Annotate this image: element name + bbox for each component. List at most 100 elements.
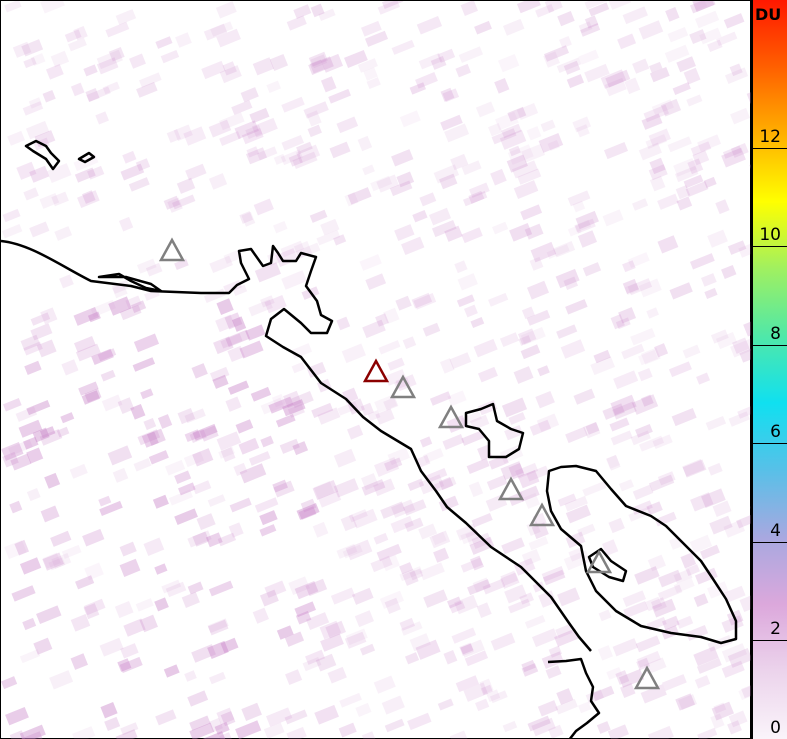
so2-pixel: [405, 652, 420, 665]
so2-pixel: [418, 523, 438, 540]
so2-pixel: [143, 537, 165, 556]
so2-pixel: [415, 639, 441, 660]
so2-pixel: [429, 391, 452, 406]
so2-pixel: [682, 459, 707, 478]
so2-pixel: [711, 701, 735, 721]
so2-pixel: [547, 139, 560, 151]
so2-pixel: [736, 513, 758, 529]
so2-pixel: [146, 428, 166, 446]
so2-pixel: [728, 710, 748, 728]
so2-pixel: [455, 675, 480, 693]
so2-pixel: [318, 8, 336, 21]
so2-pixel: [482, 578, 506, 595]
so2-pixel: [254, 262, 281, 283]
so2-pixel: [632, 484, 654, 500]
so2-pixel: [665, 7, 680, 22]
so2-pixel: [184, 408, 206, 424]
so2-pixel: [409, 633, 431, 652]
so2-pixel: [635, 423, 653, 438]
so2-pixel: [359, 643, 376, 656]
so2-pixel: [266, 707, 293, 727]
so2-pixel: [319, 620, 342, 640]
so2-pixel: [42, 552, 64, 571]
so2-pixel: [472, 577, 491, 593]
so2-pixel: [136, 258, 157, 274]
so2-pixel: [596, 721, 611, 734]
so2-pixel: [165, 581, 187, 598]
so2-pixel: [192, 448, 214, 467]
so2-pixel: [370, 175, 393, 192]
so2-pixel: [228, 522, 244, 538]
so2-pixel: [495, 111, 519, 131]
so2-pixel: [389, 180, 413, 197]
so2-pixel: [422, 322, 441, 337]
so2-pixel: [375, 313, 389, 327]
so2-pixel: [657, 193, 679, 210]
so2-pixel: [678, 694, 697, 710]
so2-pixel: [215, 314, 235, 333]
so2-pixel: [707, 229, 728, 248]
so2-pixel: [672, 82, 691, 95]
so2-pixel: [85, 88, 100, 103]
so2-pixel: [461, 227, 483, 244]
coastline-islet-1: [24, 139, 61, 171]
so2-pixel: [384, 597, 401, 614]
so2-pixel: [73, 335, 96, 353]
so2-pixel: [167, 197, 183, 213]
so2-pixel: [119, 558, 141, 577]
so2-pixel: [517, 328, 537, 345]
so2-pixel: [730, 143, 749, 158]
so2-pixel: [70, 82, 85, 97]
so2-pixel: [340, 514, 358, 532]
so2-pixel: [456, 294, 475, 308]
so2-pixel: [446, 415, 468, 433]
so2-pixel: [100, 369, 116, 382]
so2-pixel: [373, 532, 389, 545]
so2-pixel: [86, 86, 111, 102]
so2-pixel: [613, 370, 639, 390]
so2-pixel: [28, 97, 42, 109]
so2-pixel: [737, 406, 754, 419]
so2-pixel: [565, 426, 588, 444]
so2-pixel: [640, 347, 661, 365]
so2-pixel: [407, 712, 432, 731]
so2-pixel: [359, 254, 382, 271]
so2-pixel: [309, 209, 328, 223]
so2-pixel: [215, 1, 237, 19]
so2-pixel: [241, 702, 262, 721]
so2-pixel: [669, 282, 693, 300]
so2-pixel: [177, 407, 196, 425]
so2-pixel: [535, 390, 555, 409]
so2-pixel: [19, 557, 42, 575]
so2-pixel: [83, 603, 100, 620]
so2-pixel: [273, 480, 295, 498]
so2-pixel: [578, 701, 592, 714]
so2-pixel: [619, 479, 634, 492]
so2-pixel: [48, 557, 66, 571]
so2-pixel: [700, 544, 720, 560]
so2-pixel: [556, 324, 578, 339]
so2-pixel: [438, 477, 454, 491]
so2-pixel: [305, 578, 328, 597]
so2-pixel: [91, 348, 114, 365]
so2-pixel: [474, 20, 492, 35]
colorbar-tick: [753, 541, 787, 543]
so2-pixel: [23, 436, 39, 450]
so2-pixel: [499, 129, 527, 150]
so2-pixel: [692, 150, 710, 166]
so2-pixel: [460, 557, 483, 573]
so2-pixel: [508, 463, 525, 480]
so2-pixel: [203, 288, 226, 303]
so2-pixel: [107, 445, 133, 466]
so2-pixel: [459, 642, 474, 657]
so2-pixel: [415, 72, 438, 89]
so2-pixel: [391, 499, 416, 518]
so2-pixel: [682, 344, 701, 359]
so2-pixel: [422, 448, 444, 464]
so2-pixel: [563, 276, 579, 291]
coastline-lake: [587, 547, 628, 583]
so2-pixel: [618, 307, 637, 324]
so2-pixel: [399, 566, 423, 582]
so2-pixel: [667, 27, 689, 43]
so2-pixel: [590, 356, 615, 376]
